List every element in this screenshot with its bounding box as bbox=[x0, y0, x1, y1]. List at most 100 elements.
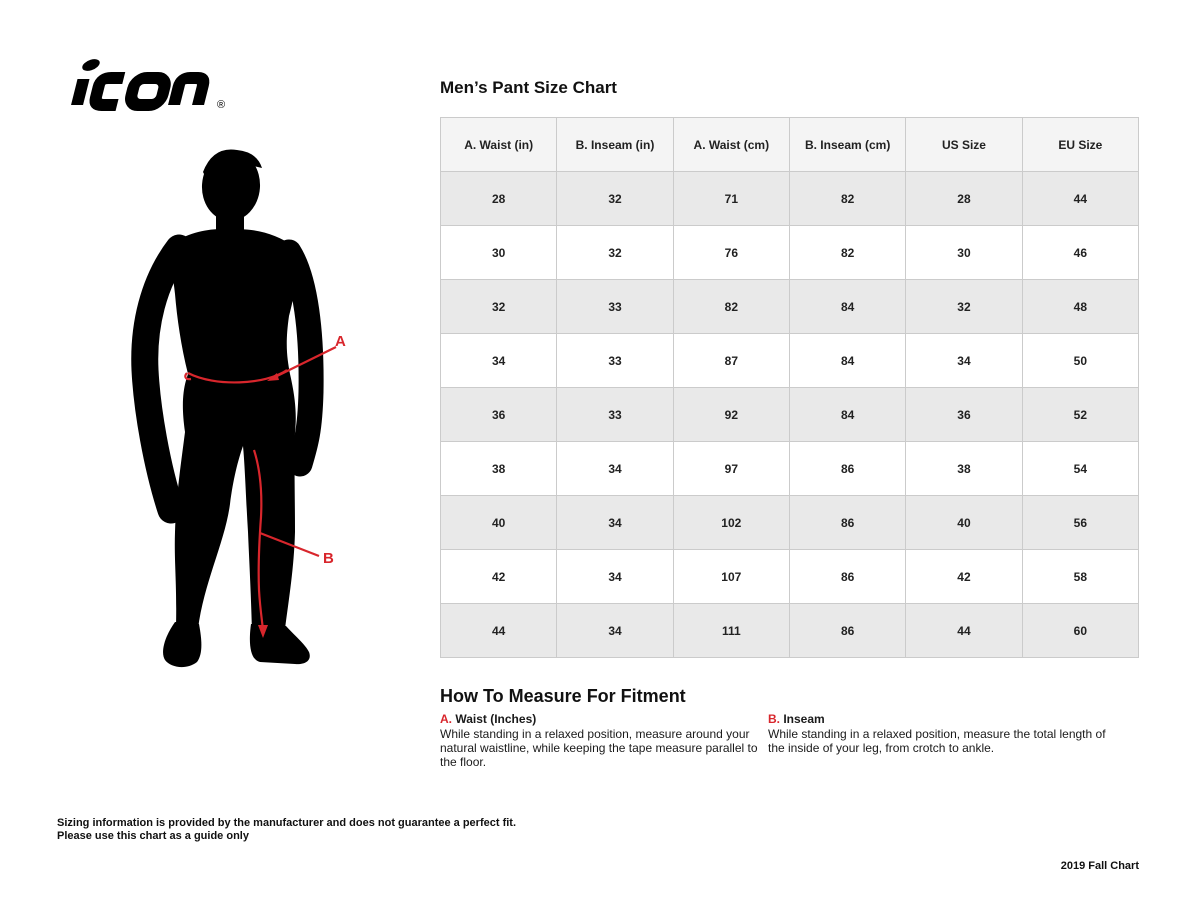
registered-trademark-symbol: ® bbox=[217, 99, 225, 111]
table-cell: 34 bbox=[905, 333, 1023, 388]
disclaimer-line-2: Please use this chart as a guide only bbox=[57, 830, 249, 842]
measure-waist-key: A. bbox=[440, 712, 452, 726]
measure-instructions-waist: A. Waist (Inches) While standing in a re… bbox=[440, 712, 772, 769]
table-cell: 107 bbox=[672, 549, 790, 604]
column-header: US Size bbox=[905, 117, 1023, 172]
column-header: A. Waist (cm) bbox=[672, 117, 790, 172]
column-header: A. Waist (in) bbox=[439, 117, 558, 172]
inseam-label-b: B bbox=[323, 550, 334, 567]
table-cell: 28 bbox=[905, 171, 1023, 226]
table-cell: 84 bbox=[788, 333, 907, 388]
table-cell: 32 bbox=[439, 279, 558, 334]
table-cell: 30 bbox=[905, 225, 1023, 280]
column-header: B. Inseam (cm) bbox=[788, 117, 907, 172]
table-cell: 34 bbox=[556, 495, 674, 550]
table-cell: 30 bbox=[439, 225, 558, 280]
table-cell: 86 bbox=[788, 441, 907, 496]
table-cell: 52 bbox=[1021, 387, 1140, 442]
icon-brand-logo: ® bbox=[71, 59, 225, 111]
table-cell: 36 bbox=[905, 387, 1023, 442]
measure-inseam-label: Inseam bbox=[780, 712, 825, 726]
inseam-measure-line bbox=[252, 449, 265, 631]
table-cell: 56 bbox=[1021, 495, 1140, 550]
table-cell: 87 bbox=[672, 333, 790, 388]
header-row: A. Waist (in) B. Inseam (in) A. Waist (cm)… bbox=[439, 117, 1140, 172]
male-silhouette-figure: A B bbox=[131, 149, 346, 668]
table-cell: 58 bbox=[1021, 549, 1140, 604]
silhouette-hair bbox=[203, 149, 262, 180]
table-cell: 71 bbox=[672, 171, 790, 226]
inseam-arrowhead bbox=[258, 625, 268, 638]
table-row: 30 32 76 82 30 46 bbox=[439, 225, 1140, 280]
table-cell: 48 bbox=[1021, 279, 1140, 334]
table-cell: 82 bbox=[672, 279, 790, 334]
table-cell: 46 bbox=[1021, 225, 1140, 280]
table-cell: 102 bbox=[672, 495, 790, 550]
table-cell: 36 bbox=[439, 387, 558, 442]
size-table-body: 28 32 71 82 28 44 30 32 76 82 30 46 32 33 82 84 32 48 34 33… bbox=[439, 171, 1140, 658]
table-cell: 32 bbox=[556, 171, 674, 226]
table-cell: 76 bbox=[672, 225, 790, 280]
silhouette-right-arm bbox=[276, 239, 324, 477]
column-header: EU Size bbox=[1021, 117, 1140, 172]
logo-letter-o bbox=[125, 72, 171, 111]
waist-pointer-arrowhead bbox=[267, 373, 279, 381]
column-header: B. Inseam (in) bbox=[556, 117, 674, 172]
table-cell: 86 bbox=[788, 549, 907, 604]
table-cell: 38 bbox=[439, 441, 558, 496]
table-cell: 86 bbox=[788, 495, 907, 550]
table-row: 42 34 107 86 42 58 bbox=[439, 549, 1140, 604]
size-table-head: A. Waist (in) B. Inseam (in) A. Waist (cm)… bbox=[439, 117, 1140, 172]
table-cell: 33 bbox=[556, 279, 674, 334]
silhouette-body bbox=[170, 229, 296, 631]
measure-waist-title: A. Waist (Inches) bbox=[440, 712, 772, 726]
table-cell: 33 bbox=[556, 387, 674, 442]
logo-letter-n bbox=[168, 72, 210, 105]
table-cell: 111 bbox=[672, 603, 790, 658]
table-cell: 60 bbox=[1021, 603, 1140, 658]
table-cell: 82 bbox=[788, 171, 907, 226]
table-cell: 50 bbox=[1021, 333, 1140, 388]
table-row: 38 34 97 86 38 54 bbox=[439, 441, 1140, 496]
measure-inseam-text: While standing in a relaxed position, me… bbox=[768, 727, 1106, 755]
table-cell: 28 bbox=[439, 171, 558, 226]
table-cell: 32 bbox=[556, 225, 674, 280]
waist-label-a: A bbox=[335, 333, 346, 350]
measure-inseam-title: B. Inseam bbox=[768, 712, 1110, 726]
table-cell: 84 bbox=[788, 387, 907, 442]
table-cell: 34 bbox=[556, 441, 674, 496]
table-cell: 42 bbox=[905, 549, 1023, 604]
table-cell: 40 bbox=[905, 495, 1023, 550]
logo-letter-i bbox=[71, 79, 90, 105]
table-cell: 44 bbox=[1021, 171, 1140, 226]
table-row: 36 33 92 84 36 52 bbox=[439, 387, 1140, 442]
table-cell: 86 bbox=[788, 603, 907, 658]
table-row: 28 32 71 82 28 44 bbox=[439, 171, 1140, 226]
logo-letter-i-dot bbox=[82, 59, 100, 71]
size-table: A. Waist (in) B. Inseam (in) A. Waist (cm)… bbox=[439, 117, 1140, 658]
table-cell: 40 bbox=[439, 495, 558, 550]
silhouette-left-arm bbox=[131, 234, 193, 524]
silhouette-left-foot bbox=[163, 622, 202, 668]
table-row: 44 34 111 86 44 60 bbox=[439, 603, 1140, 658]
table-cell: 32 bbox=[905, 279, 1023, 334]
table-row: 32 33 82 84 32 48 bbox=[439, 279, 1140, 334]
inseam-pointer-line bbox=[259, 531, 320, 558]
measure-waist-text: While standing in a relaxed position, me… bbox=[440, 727, 758, 769]
table-cell: 92 bbox=[672, 387, 790, 442]
logo-letter-c bbox=[89, 72, 126, 111]
table-cell: 34 bbox=[556, 549, 674, 604]
chart-edition-label: 2019 Fall Chart bbox=[1060, 860, 1139, 872]
logo-letters bbox=[71, 59, 210, 111]
table-cell: 54 bbox=[1021, 441, 1140, 496]
table-cell: 84 bbox=[788, 279, 907, 334]
disclaimer-line-1: Sizing information is provided by the ma… bbox=[57, 817, 517, 829]
measure-section-heading: How To Measure For Fitment bbox=[440, 686, 686, 706]
table-cell: 44 bbox=[905, 603, 1023, 658]
measure-waist-label: Waist (Inches) bbox=[452, 712, 537, 726]
silhouette-right-foot bbox=[249, 624, 310, 665]
table-row: 40 34 102 86 40 56 bbox=[439, 495, 1140, 550]
waist-pointer-line bbox=[270, 346, 337, 380]
table-cell: 38 bbox=[905, 441, 1023, 496]
